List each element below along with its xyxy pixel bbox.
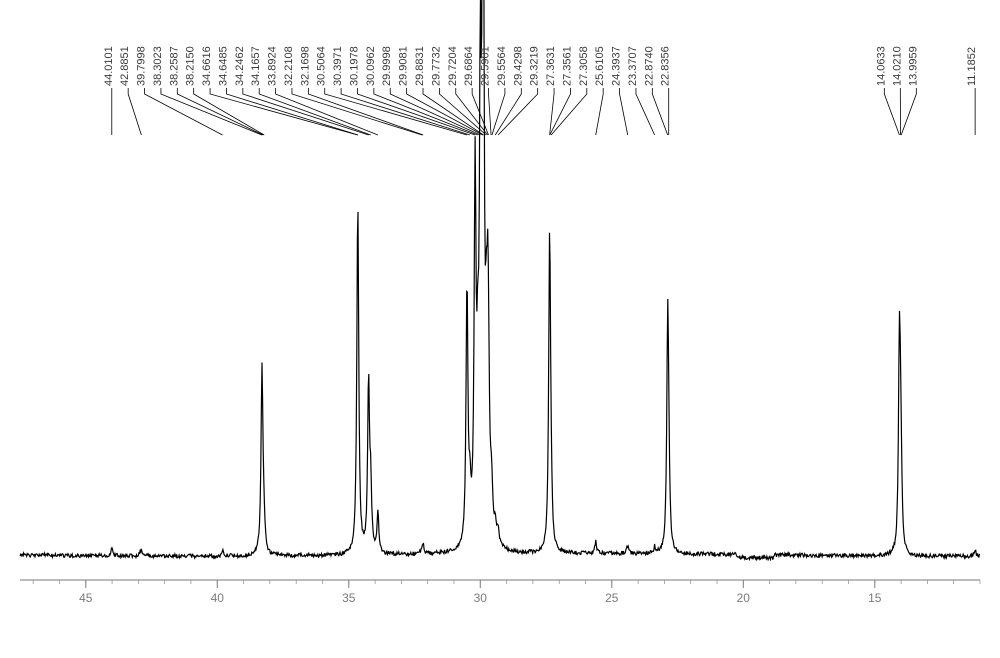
peak-label: 32.2108 bbox=[283, 46, 295, 86]
peak-label: 29.7204 bbox=[447, 46, 459, 86]
peak-label: 32.1698 bbox=[299, 46, 311, 86]
peak-label: 25.6105 bbox=[594, 46, 606, 86]
x-tick-label: 40 bbox=[211, 591, 225, 605]
peak-label: 34.6616 bbox=[201, 46, 213, 86]
peak-label: 34.2462 bbox=[234, 46, 246, 86]
peak-label: 38.2150 bbox=[185, 46, 197, 86]
peak-label: 44.0101 bbox=[103, 46, 115, 86]
peak-label: 27.3058 bbox=[578, 46, 590, 86]
x-tick-label: 20 bbox=[737, 591, 751, 605]
peak-label: 29.6864 bbox=[463, 46, 475, 86]
peak-label: 39.7998 bbox=[136, 46, 148, 86]
peak-label: 30.3971 bbox=[332, 46, 344, 86]
peak-label: 24.3937 bbox=[611, 46, 623, 86]
peak-label: 38.2587 bbox=[168, 46, 180, 86]
peak-label: 14.0210 bbox=[891, 46, 903, 86]
peak-label: 38.3023 bbox=[152, 46, 164, 86]
peak-label: 29.9998 bbox=[381, 46, 393, 86]
peak-label: 29.5564 bbox=[496, 46, 508, 86]
x-tick-label: 35 bbox=[342, 591, 356, 605]
peak-label: 29.7732 bbox=[430, 46, 442, 86]
peak-label: 22.8740 bbox=[643, 46, 655, 86]
x-tick-label: 25 bbox=[605, 591, 619, 605]
peak-label: 14.0633 bbox=[875, 46, 887, 86]
x-tick-label: 15 bbox=[868, 591, 882, 605]
peak-label: 13.9959 bbox=[907, 46, 919, 86]
peak-label: 29.8831 bbox=[414, 46, 426, 86]
peak-label: 30.1978 bbox=[348, 46, 360, 86]
peak-label: 11.1852 bbox=[966, 47, 978, 86]
peak-label: 27.3631 bbox=[545, 46, 557, 86]
peak-label: 34.6485 bbox=[217, 46, 229, 86]
peak-label: 33.8924 bbox=[267, 46, 279, 86]
peak-label: 22.8356 bbox=[660, 46, 672, 86]
peak-label: 42.8851 bbox=[119, 46, 131, 86]
peak-label: 29.4298 bbox=[512, 46, 524, 86]
peak-label: 27.3561 bbox=[561, 46, 573, 86]
x-tick-label: 45 bbox=[79, 591, 93, 605]
x-tick-label: 30 bbox=[474, 591, 488, 605]
peak-label: 30.5064 bbox=[316, 46, 328, 86]
peak-label: 29.9081 bbox=[398, 46, 410, 86]
peak-label: 29.3219 bbox=[529, 46, 541, 86]
peak-label: 23.3707 bbox=[627, 46, 639, 86]
peak-label: 34.1657 bbox=[250, 46, 262, 86]
peak-label: 29.5901 bbox=[480, 46, 492, 86]
peak-label: 30.0962 bbox=[365, 46, 377, 86]
